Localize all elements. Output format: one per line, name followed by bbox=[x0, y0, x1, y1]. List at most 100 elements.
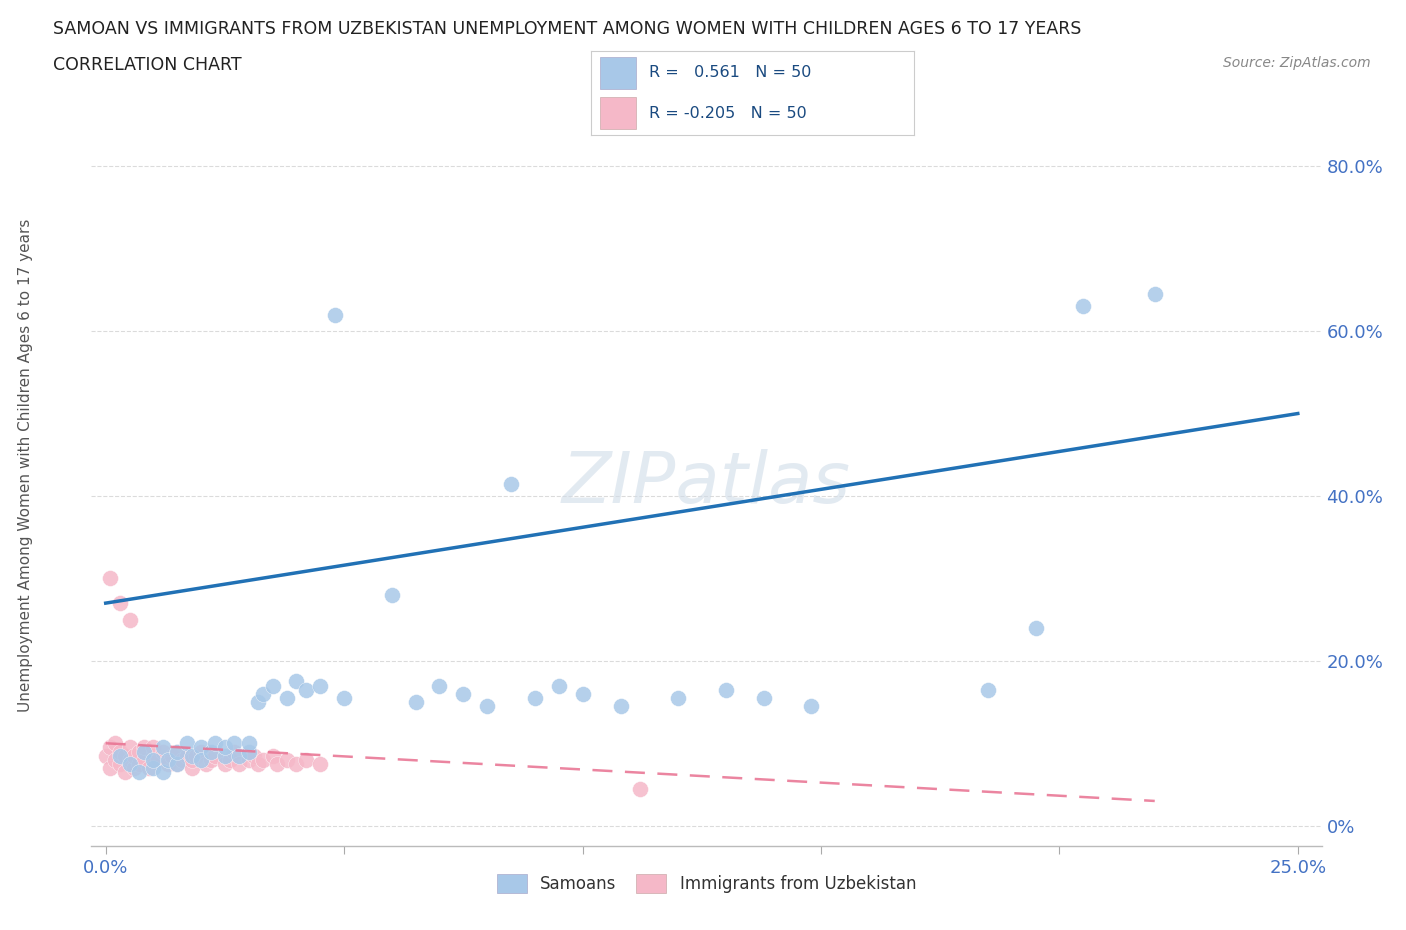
Text: R =   0.561   N = 50: R = 0.561 N = 50 bbox=[648, 65, 811, 80]
Point bbox=[295, 683, 318, 698]
Point bbox=[228, 756, 250, 771]
Point bbox=[214, 748, 236, 763]
Point bbox=[118, 752, 141, 767]
Point bbox=[186, 748, 208, 763]
Point bbox=[94, 748, 117, 763]
Point bbox=[156, 752, 179, 767]
Point bbox=[262, 748, 284, 763]
Point bbox=[124, 748, 146, 763]
Point bbox=[190, 740, 212, 755]
Point bbox=[224, 736, 246, 751]
Point bbox=[252, 752, 274, 767]
Point bbox=[200, 752, 222, 767]
Point bbox=[166, 744, 188, 759]
Text: SAMOAN VS IMMIGRANTS FROM UZBEKISTAN UNEMPLOYMENT AMONG WOMEN WITH CHILDREN AGES: SAMOAN VS IMMIGRANTS FROM UZBEKISTAN UNE… bbox=[53, 20, 1081, 38]
Point bbox=[333, 690, 356, 705]
Point bbox=[128, 744, 150, 759]
Point bbox=[118, 740, 141, 755]
Point bbox=[204, 748, 226, 763]
Point bbox=[475, 698, 498, 713]
Point bbox=[138, 761, 160, 776]
Point bbox=[1025, 620, 1047, 635]
Point bbox=[499, 476, 522, 491]
Point bbox=[666, 690, 689, 705]
Point bbox=[214, 756, 236, 771]
Point bbox=[104, 736, 127, 751]
Point bbox=[628, 781, 651, 796]
Point bbox=[190, 752, 212, 767]
Point bbox=[242, 748, 264, 763]
Point bbox=[124, 761, 146, 776]
Point bbox=[609, 698, 631, 713]
Text: CORRELATION CHART: CORRELATION CHART bbox=[53, 56, 242, 73]
Point bbox=[132, 752, 155, 767]
Point bbox=[170, 752, 193, 767]
Point bbox=[180, 761, 202, 776]
Legend: Samoans, Immigrants from Uzbekistan: Samoans, Immigrants from Uzbekistan bbox=[491, 867, 922, 899]
Point bbox=[190, 744, 212, 759]
Point bbox=[276, 690, 298, 705]
Point bbox=[166, 744, 188, 759]
Point bbox=[1071, 299, 1094, 313]
Point bbox=[152, 740, 174, 755]
Point bbox=[323, 307, 346, 322]
Point bbox=[166, 756, 188, 771]
Point bbox=[114, 764, 136, 779]
Point bbox=[108, 596, 131, 611]
Point bbox=[142, 740, 165, 755]
Point bbox=[218, 752, 240, 767]
Point bbox=[152, 744, 174, 759]
Point bbox=[523, 690, 546, 705]
Point bbox=[977, 683, 1000, 698]
Point bbox=[176, 736, 198, 751]
Text: R = -0.205   N = 50: R = -0.205 N = 50 bbox=[648, 106, 807, 121]
Point bbox=[132, 744, 155, 759]
Point bbox=[309, 756, 332, 771]
Point bbox=[214, 740, 236, 755]
Point bbox=[180, 752, 202, 767]
Point bbox=[405, 695, 427, 710]
Point bbox=[200, 744, 222, 759]
Point bbox=[571, 686, 593, 701]
Point bbox=[146, 752, 169, 767]
Text: ZIPatlas: ZIPatlas bbox=[562, 449, 851, 518]
Point bbox=[285, 756, 308, 771]
Point bbox=[285, 674, 308, 689]
Point bbox=[162, 748, 184, 763]
Point bbox=[381, 588, 404, 603]
Point bbox=[100, 571, 122, 586]
Point bbox=[156, 756, 179, 771]
Point bbox=[152, 764, 174, 779]
Text: Unemployment Among Women with Children Ages 6 to 17 years: Unemployment Among Women with Children A… bbox=[18, 219, 32, 711]
Point bbox=[114, 748, 136, 763]
Point bbox=[228, 748, 250, 763]
FancyBboxPatch shape bbox=[600, 57, 636, 89]
Point bbox=[108, 744, 131, 759]
Point bbox=[166, 756, 188, 771]
Point bbox=[204, 736, 226, 751]
Point bbox=[108, 756, 131, 771]
Point bbox=[295, 752, 318, 767]
Point bbox=[100, 761, 122, 776]
Point bbox=[800, 698, 823, 713]
Point bbox=[176, 748, 198, 763]
Point bbox=[142, 748, 165, 763]
Point bbox=[752, 690, 775, 705]
Point bbox=[1143, 286, 1166, 301]
Point bbox=[118, 756, 141, 771]
Point bbox=[142, 752, 165, 767]
Point bbox=[429, 678, 451, 693]
Point bbox=[238, 736, 260, 751]
Point bbox=[714, 683, 737, 698]
Point bbox=[118, 612, 141, 627]
Point bbox=[238, 744, 260, 759]
Point bbox=[453, 686, 475, 701]
Point bbox=[224, 744, 246, 759]
Point bbox=[128, 756, 150, 771]
Point bbox=[252, 686, 274, 701]
Point bbox=[142, 761, 165, 776]
Point bbox=[104, 752, 127, 767]
Point bbox=[180, 748, 202, 763]
Point bbox=[309, 678, 332, 693]
Point bbox=[266, 756, 288, 771]
